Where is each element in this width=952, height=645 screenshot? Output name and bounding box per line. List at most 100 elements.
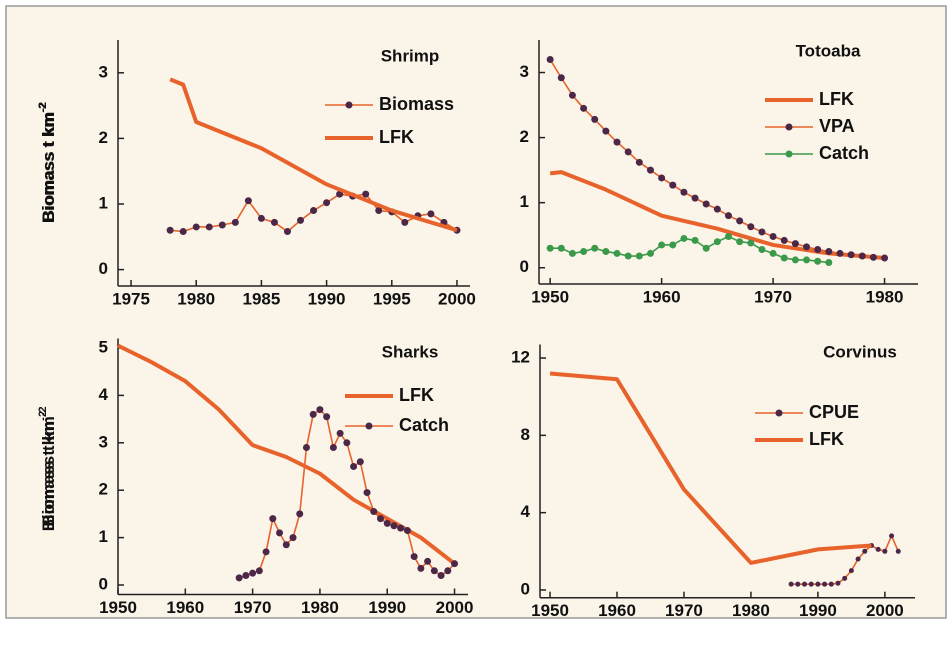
y-axis-title-exponent: -2 <box>37 406 49 416</box>
data-point <box>255 567 263 575</box>
legend-label: LFK <box>379 127 414 147</box>
data-point <box>362 190 370 198</box>
data-point <box>747 239 755 247</box>
legend-label: Catch <box>819 143 869 163</box>
data-point <box>788 581 794 587</box>
data-point <box>691 194 699 202</box>
data-point <box>889 533 895 539</box>
data-point <box>276 529 284 537</box>
x-tick-label: 1950 <box>531 601 569 620</box>
data-point <box>427 210 435 218</box>
data-point <box>825 259 833 267</box>
y-tick-label: 1 <box>99 193 108 212</box>
data-point <box>401 218 409 226</box>
data-point <box>580 104 588 112</box>
y-axis-title-text: Biomass t km <box>39 421 58 532</box>
x-tick-label: 1970 <box>754 287 792 306</box>
data-point <box>769 233 777 241</box>
data-point <box>680 188 688 196</box>
data-point <box>310 207 318 215</box>
data-point <box>249 569 257 577</box>
data-point <box>646 249 654 257</box>
y-axis-title: Biomass t km-2 <box>37 102 59 222</box>
data-point <box>356 458 364 466</box>
y-axis-title-exponent: -2 <box>37 103 49 113</box>
y-axis-title: Biomass t km-2 <box>37 103 59 223</box>
x-tick-label: 1960 <box>643 287 681 306</box>
data-point <box>417 564 425 572</box>
data-point <box>602 127 610 135</box>
y-tick-label: 2 <box>520 127 529 146</box>
x-tick-label: 1960 <box>166 598 204 617</box>
data-point <box>557 74 565 82</box>
data-point <box>869 253 877 261</box>
data-point <box>803 243 811 251</box>
series-line <box>169 77 458 233</box>
y-axis-title-text: Biomass t km <box>39 113 58 224</box>
data-point <box>302 444 310 452</box>
data-point <box>881 254 889 262</box>
y-tick-label: 1 <box>99 527 108 546</box>
data-point <box>855 556 861 562</box>
data-point <box>769 249 777 257</box>
data-point <box>336 429 344 437</box>
y-tick-label: 5 <box>99 337 108 356</box>
y-tick-label: 2 <box>99 480 108 499</box>
data-point <box>780 254 788 262</box>
data-point <box>828 581 834 587</box>
y-axis-title: Biomass t km-2 <box>37 411 59 531</box>
data-point <box>825 247 833 255</box>
data-point <box>669 241 677 249</box>
x-tick-label: 1980 <box>866 287 904 306</box>
data-point <box>836 249 844 257</box>
data-point <box>791 256 799 264</box>
data-point <box>397 524 405 532</box>
data-point <box>270 218 278 226</box>
data-point <box>343 439 351 447</box>
data-point <box>410 553 418 561</box>
data-point <box>179 228 187 236</box>
data-point <box>725 212 732 220</box>
figure-frame <box>5 5 947 619</box>
data-point <box>370 508 378 516</box>
data-point <box>835 580 841 586</box>
data-point <box>316 406 324 414</box>
y-tick-label: 4 <box>99 385 109 404</box>
legend-label: VPA <box>819 116 855 136</box>
data-point <box>546 56 554 64</box>
data-point <box>736 217 744 225</box>
data-point <box>680 234 688 242</box>
data-point <box>758 246 766 254</box>
data-point <box>725 233 732 241</box>
data-point <box>262 548 270 556</box>
data-point <box>242 572 250 580</box>
legend-label: Biomass <box>379 94 454 114</box>
data-point <box>713 238 721 246</box>
panel-title: Shrimp <box>381 46 440 65</box>
x-tick-label: 1980 <box>301 598 339 617</box>
data-point <box>822 581 828 587</box>
legend-marker <box>365 422 373 430</box>
data-point <box>424 557 432 565</box>
data-point <box>635 252 643 260</box>
y-axis-title: Biomass t km-2 <box>37 406 59 526</box>
data-point <box>323 199 331 207</box>
data-point <box>747 223 755 231</box>
data-point <box>669 181 677 189</box>
data-point <box>289 534 297 542</box>
data-point <box>862 548 868 554</box>
data-point <box>658 174 666 182</box>
data-point <box>646 166 654 174</box>
data-point <box>403 527 411 534</box>
data-point <box>451 560 459 568</box>
data-point <box>244 197 252 205</box>
data-point <box>557 244 565 252</box>
data-point <box>282 541 290 549</box>
y-tick-label: 3 <box>520 62 529 81</box>
legend-label: Catch <box>399 415 449 435</box>
data-point <box>736 238 744 246</box>
y-axis-title-exponent: -2 <box>37 102 49 112</box>
data-point <box>257 214 265 222</box>
legend-label: LFK <box>399 385 434 405</box>
legend-label: CPUE <box>809 402 859 422</box>
